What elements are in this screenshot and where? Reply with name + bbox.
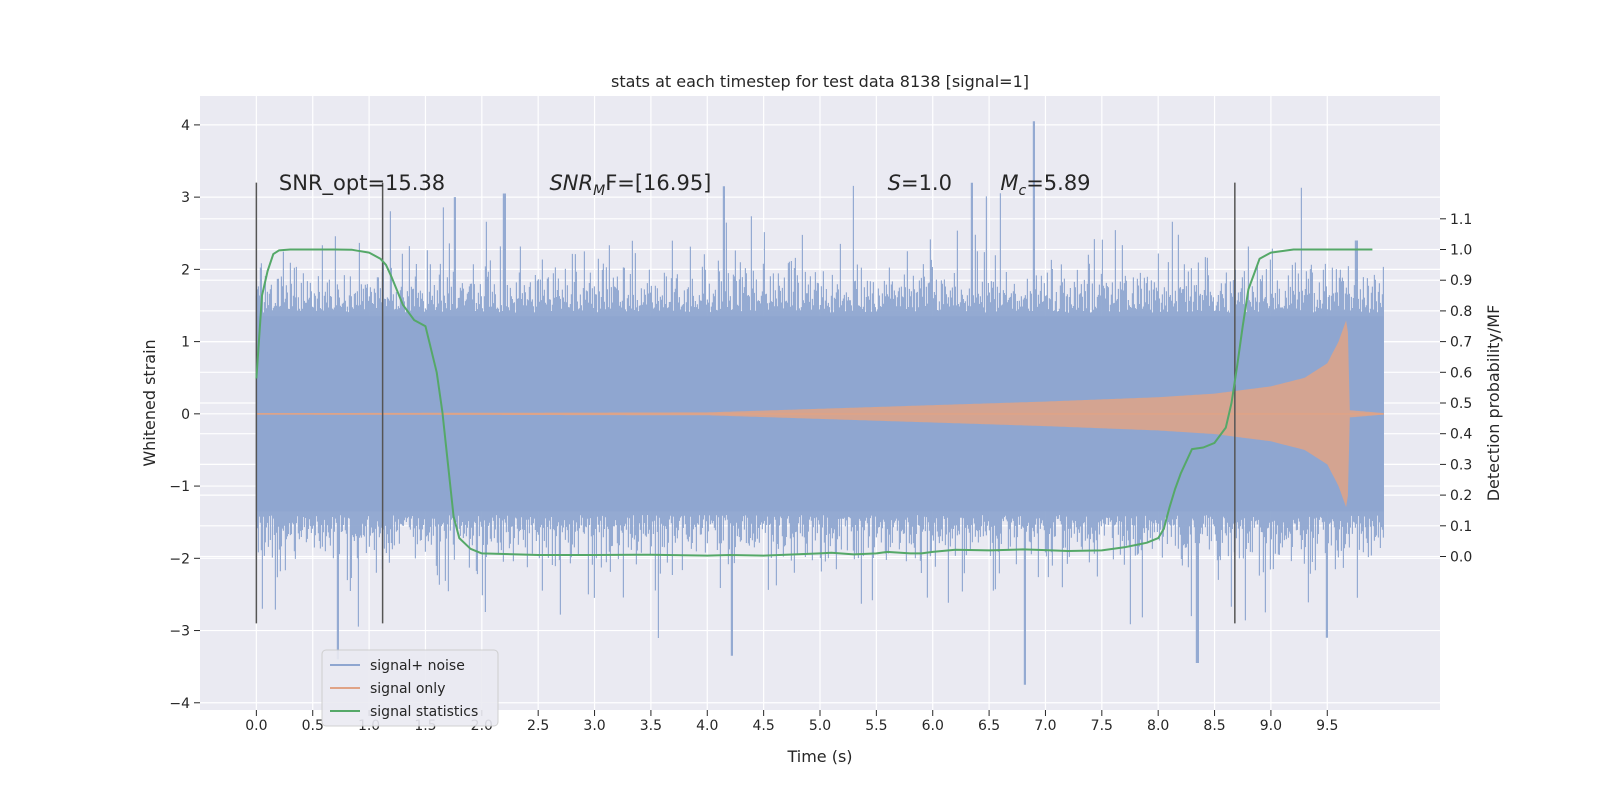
legend-label: signal only — [370, 681, 445, 697]
x-tick-label: 9.0 — [1260, 718, 1282, 734]
y-tick-label: −4 — [169, 696, 190, 712]
right-y-tick-label: 0.7 — [1450, 335, 1472, 351]
x-tick-label: 8.5 — [1203, 718, 1225, 734]
signal-only-series — [256, 320, 1384, 508]
right-y-tick-label: 0.9 — [1450, 273, 1472, 289]
y-tick-label: −3 — [169, 624, 190, 640]
y-tick-label: 1 — [181, 335, 190, 351]
annotation-main: M — [1000, 171, 1018, 195]
x-tick-label: 6.5 — [978, 718, 1000, 734]
y-axis-label: Whitened strain — [140, 339, 159, 466]
y-tick-label: 4 — [181, 118, 190, 134]
right-y-tick-label: 0.3 — [1450, 457, 1472, 473]
x-tick-label: 2.5 — [527, 718, 549, 734]
x-tick-label: 8.0 — [1147, 718, 1169, 734]
vertical-markers — [255, 182, 1236, 624]
annotation-text: Mc=5.89 — [1000, 171, 1090, 199]
x-tick-label: 4.5 — [753, 718, 775, 734]
annotation-main: SNR — [549, 171, 593, 195]
x-axis-label: Time (s) — [786, 747, 852, 766]
annotation-rest: =1.0 — [901, 171, 952, 195]
annotation-text: SNRMF=[16.95] — [549, 171, 711, 199]
x-tick-label: 0.5 — [302, 718, 324, 734]
annotation-rest: F=[16.95] — [605, 171, 711, 195]
annotation-text: SNR_opt=15.38 — [279, 171, 445, 196]
right-y-tick-label: 0.8 — [1450, 304, 1472, 320]
annotation-subscript: M — [593, 183, 605, 199]
right-y-tick-label: 0.5 — [1450, 396, 1472, 412]
y-axis-ticks: 4 3 2 1 0 −1 −2 −3 −4 — [169, 118, 200, 712]
signal-statistics-series — [255, 248, 1373, 557]
annotation-rest: =5.89 — [1026, 171, 1090, 195]
legend-label: signal statistics — [370, 704, 478, 720]
x-tick-label: 6.0 — [922, 718, 944, 734]
right-y-axis-label: Detection probability/MF — [1484, 305, 1503, 502]
chart-title: stats at each timestep for test data 813… — [611, 72, 1029, 91]
right-y-tick-label: 1.0 — [1450, 243, 1472, 259]
x-tick-label: 3.5 — [640, 718, 662, 734]
signal-statistics-line — [255, 248, 1373, 557]
x-tick-label: 9.5 — [1316, 718, 1338, 734]
x-tick-label: 0.0 — [245, 718, 267, 734]
annotation-main: SNR_opt=15.38 — [279, 171, 445, 196]
annotation-text: S=1.0 — [888, 171, 952, 195]
x-tick-label: 5.0 — [809, 718, 831, 734]
legend-box — [321, 649, 499, 727]
right-y-tick-label: 0.2 — [1450, 488, 1472, 504]
y-tick-label: −2 — [169, 551, 190, 567]
legend: signal+ noise signal only signal statistic… — [321, 649, 499, 727]
right-y-tick-label: 1.1 — [1450, 212, 1472, 228]
y-tick-label: 0 — [181, 407, 190, 423]
right-y-tick-label: 0.4 — [1450, 427, 1472, 443]
legend-label: signal+ noise — [370, 658, 465, 674]
x-tick-label: 4.0 — [696, 718, 718, 734]
annotations: SNR_opt=15.38 SNRMF=[16.95] S=1.0 Mc=5.89 — [279, 171, 1091, 199]
right-y-tick-label: 0.1 — [1450, 519, 1472, 535]
right-y-tick-label: 0.0 — [1450, 550, 1472, 566]
y-tick-label: −1 — [169, 479, 190, 495]
x-tick-label: 7.0 — [1034, 718, 1056, 734]
x-tick-label: 3.0 — [583, 718, 605, 734]
annotation-subscript: c — [1018, 183, 1026, 199]
right-y-tick-label: 0.6 — [1450, 365, 1472, 381]
x-tick-label: 7.5 — [1091, 718, 1113, 734]
y-tick-label: 2 — [181, 262, 190, 278]
right-y-axis-ticks: 1.1 1.0 0.9 0.8 0.7 0.6 0.5 0.4 0.3 0.2 0.1 0.0 — [1440, 212, 1472, 566]
x-tick-label: 5.5 — [865, 718, 887, 734]
y-tick-label: 3 — [181, 190, 190, 206]
annotation-main: S — [888, 171, 901, 195]
